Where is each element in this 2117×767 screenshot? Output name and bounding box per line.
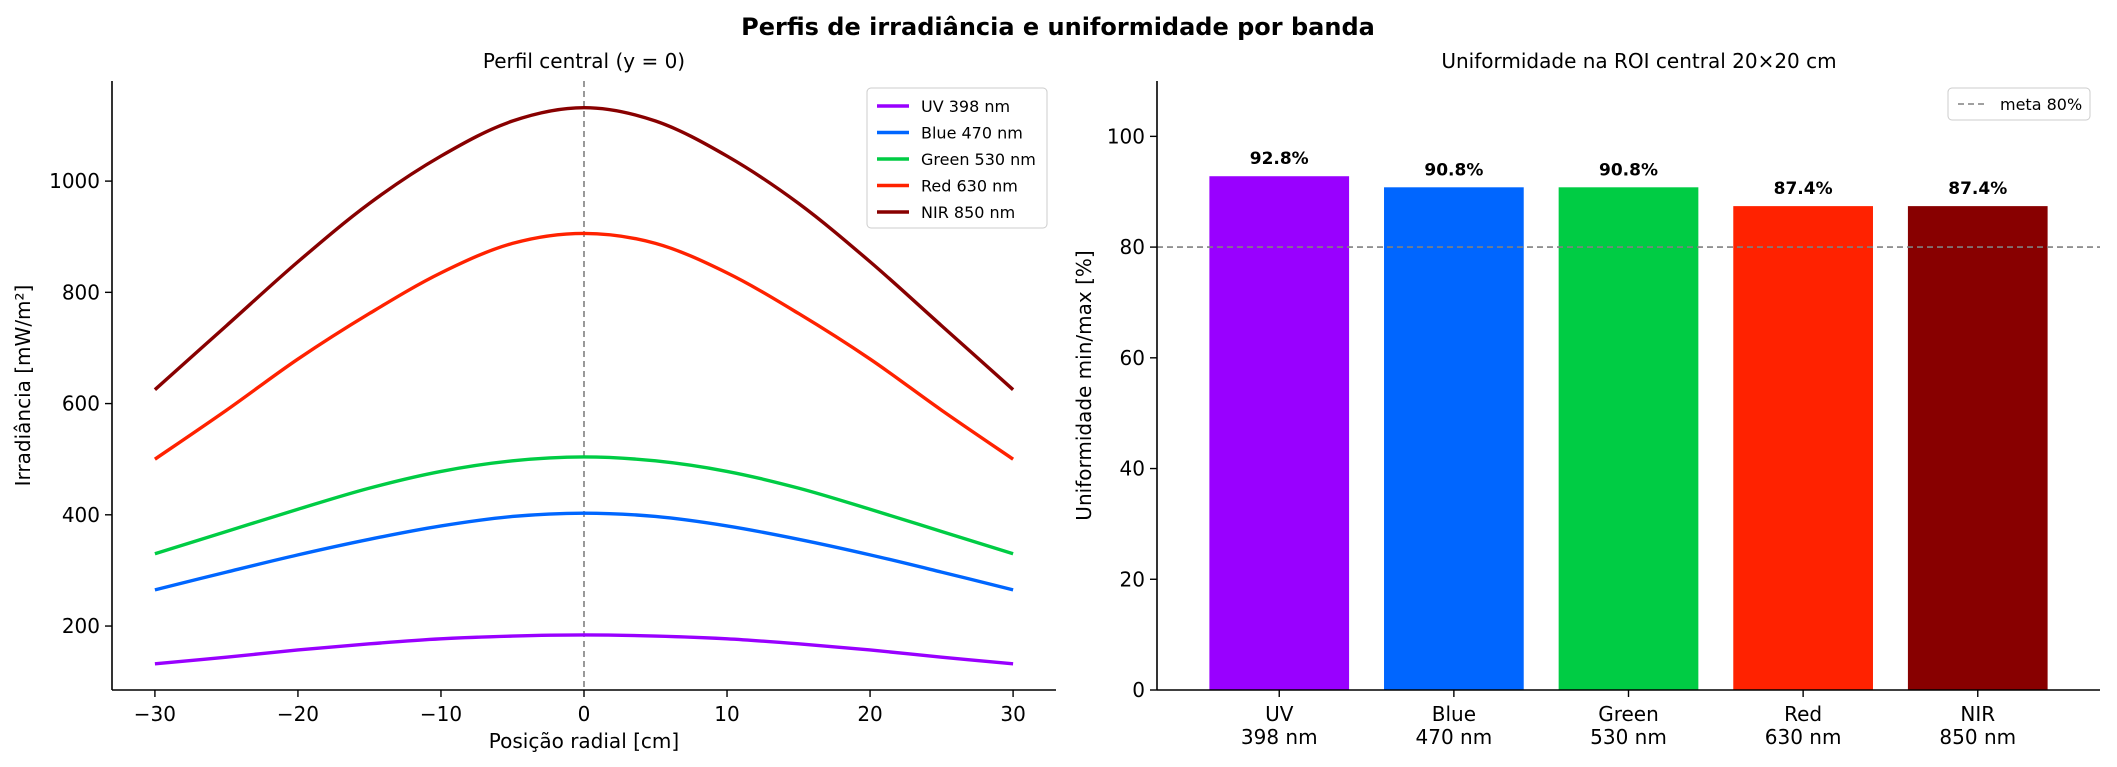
legend-label: Green 530 nm bbox=[921, 150, 1036, 169]
series-line bbox=[153, 231, 1015, 461]
line-chart-series bbox=[153, 105, 1015, 666]
bar-chart-y-ticks: 0 20 40 60 80 100 bbox=[1107, 124, 1157, 702]
line-chart-x-ticks: −30 −20 −10 0 10 20 30 bbox=[134, 690, 1026, 726]
bar-chart-bars: 92.8% 90.8% 90.8% 87.4% 87.4% bbox=[1209, 149, 2048, 690]
figure-title: Perfis de irradiância e uniformidade por… bbox=[741, 13, 1375, 41]
x-tick-label: UV bbox=[1265, 702, 1294, 726]
y-tick-label: 0 bbox=[1132, 678, 1145, 702]
bar-chart-title: Uniformidade na ROI central 20×20 cm bbox=[1441, 49, 1836, 73]
line-chart-title: Perfil central (y = 0) bbox=[483, 49, 685, 73]
series-line bbox=[153, 105, 1015, 391]
y-tick-label: 20 bbox=[1120, 567, 1145, 591]
x-tick-label: −10 bbox=[420, 702, 462, 726]
line-chart-legend: UV 398 nm Blue 470 nm Green 530 nm Red 630 … bbox=[866, 87, 1048, 229]
y-tick-label: 60 bbox=[1120, 346, 1145, 370]
x-tick-label: Blue bbox=[1432, 702, 1476, 726]
x-tick-label: 0 bbox=[578, 702, 591, 726]
y-tick-label: 400 bbox=[62, 503, 100, 527]
line-chart-panel: Perfil central (y = 0) −30 −20 −10 0 10 20 30 … bbox=[11, 49, 1056, 753]
bar-data-label: 92.8% bbox=[1250, 149, 1309, 169]
x-tick-label: −30 bbox=[134, 702, 176, 726]
series-line bbox=[154, 633, 1014, 666]
legend-frame bbox=[866, 87, 1048, 229]
x-tick-label: Green bbox=[1598, 702, 1659, 726]
bar-chart-panel: Uniformidade na ROI central 20×20 cm 92.… bbox=[1072, 49, 2100, 749]
x-tick-sublabel: 398 nm bbox=[1241, 725, 1318, 749]
x-tick-sublabel: 530 nm bbox=[1590, 725, 1667, 749]
bar-data-label: 87.4% bbox=[1774, 179, 1833, 199]
line-chart-y-ticks: 200 400 600 800 1000 bbox=[49, 169, 112, 638]
y-tick-label: 800 bbox=[62, 280, 100, 304]
y-tick-label: 80 bbox=[1120, 235, 1145, 259]
x-tick-label: 10 bbox=[714, 702, 739, 726]
legend-label: Blue 470 nm bbox=[921, 124, 1023, 143]
x-tick-label: 30 bbox=[1000, 702, 1025, 726]
bar-data-label: 87.4% bbox=[1948, 179, 2007, 199]
bar-chart-legend: meta 80% bbox=[1947, 87, 2091, 121]
x-tick-label: NIR bbox=[1960, 702, 1995, 726]
legend-label: UV 398 nm bbox=[921, 97, 1010, 116]
y-tick-label: 1000 bbox=[49, 169, 100, 193]
bar bbox=[1733, 206, 1873, 690]
bar bbox=[1384, 187, 1524, 690]
bar bbox=[1558, 187, 1699, 690]
bar-data-label: 90.8% bbox=[1424, 160, 1483, 180]
x-tick-sublabel: 470 nm bbox=[1416, 725, 1493, 749]
bar-data-label: 90.8% bbox=[1599, 160, 1658, 180]
x-tick-label: 20 bbox=[857, 702, 882, 726]
legend-frame bbox=[1947, 87, 2091, 121]
x-tick-sublabel: 850 nm bbox=[1939, 725, 2016, 749]
line-chart-y-label: Irradiância [mW/m²] bbox=[11, 285, 35, 487]
x-tick-label: −20 bbox=[277, 702, 319, 726]
y-tick-label: 600 bbox=[62, 392, 100, 416]
bar bbox=[1907, 206, 2048, 690]
x-tick-label: Red bbox=[1784, 702, 1822, 726]
bar-chart-y-label: Uniformidade min/max [%] bbox=[1072, 250, 1096, 520]
y-tick-label: 40 bbox=[1120, 457, 1145, 481]
legend-label: Red 630 nm bbox=[921, 177, 1018, 196]
x-tick-sublabel: 630 nm bbox=[1765, 725, 1842, 749]
series-line bbox=[154, 455, 1014, 556]
bar bbox=[1209, 176, 1350, 690]
y-tick-label: 200 bbox=[62, 614, 100, 638]
y-tick-label: 100 bbox=[1107, 124, 1145, 148]
legend-label: NIR 850 nm bbox=[921, 203, 1015, 222]
line-chart-x-label: Posição radial [cm] bbox=[489, 729, 679, 753]
legend-label: meta 80% bbox=[2000, 95, 2082, 114]
series-line bbox=[154, 511, 1014, 592]
